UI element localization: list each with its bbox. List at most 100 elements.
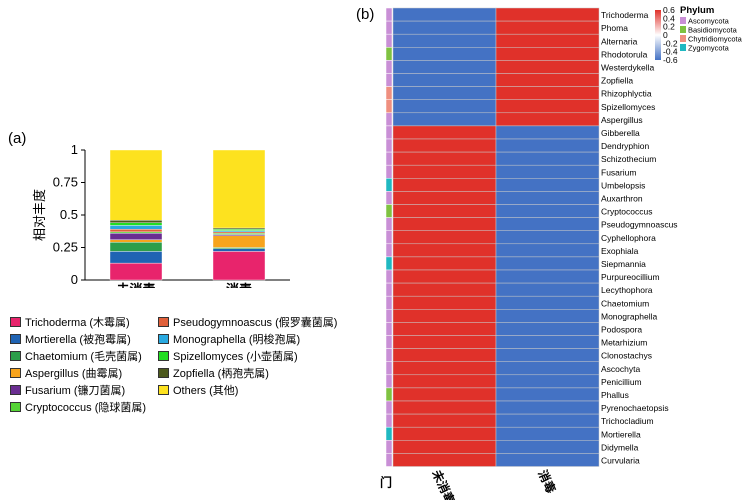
legend-item: Mortierella (被孢霉属) — [10, 331, 131, 347]
heatmap-cell — [392, 282, 497, 297]
bar-segment — [212, 248, 266, 252]
heatmap-cell — [495, 7, 600, 22]
heatmap-cell — [392, 20, 497, 35]
y-tick-label: 1 — [71, 142, 78, 157]
phylum-legend-label: Zygomycota — [688, 44, 730, 53]
phylum-cell — [385, 112, 393, 127]
legend-swatch — [10, 317, 21, 327]
heatmap-cell — [495, 138, 600, 153]
phylum-legend-swatch — [680, 17, 686, 24]
heatmap-cell — [392, 164, 497, 179]
legend-label: Chaetomium (毛壳菌属) — [25, 351, 142, 363]
legend-swatch — [10, 351, 21, 361]
legend-item: Chaetomium (毛壳菌属) — [10, 348, 142, 364]
row-label: Lecythophora — [601, 285, 653, 295]
legend-swatch — [158, 317, 169, 327]
heatmap-cell — [495, 112, 600, 127]
phylum-legend-swatch — [680, 44, 686, 51]
colorbar-tick-label: -0.2 — [663, 38, 678, 48]
colorbar — [655, 10, 661, 60]
heatmap-cell — [392, 204, 497, 218]
colorbar-tick-label: 0.4 — [663, 13, 675, 23]
row-label: Clonostachys — [601, 351, 652, 361]
phylum-cell — [385, 322, 393, 336]
y-tick-label: 0.25 — [53, 240, 78, 255]
heatmap-cell — [392, 125, 497, 140]
panel-a-label: (a) — [8, 130, 27, 147]
phylum-cell — [385, 125, 393, 140]
heatmap-cell — [392, 348, 497, 362]
phylum-legend-swatch — [680, 26, 686, 33]
heatmap-cell — [495, 453, 600, 467]
phylum-cell — [385, 256, 393, 271]
x-category-label: 消毒 — [226, 282, 252, 288]
phylum-cell — [385, 282, 393, 297]
colorbar-tick-label: 0.6 — [663, 5, 675, 15]
heatmap-cell — [392, 60, 497, 74]
phylum-cell — [385, 348, 393, 362]
row-label: Aspergillus — [601, 115, 643, 125]
legend-swatch — [158, 351, 169, 361]
phylum-cell — [385, 361, 393, 376]
heatmap-cell — [495, 164, 600, 179]
phylum-cell — [385, 86, 393, 100]
phylum-cell — [385, 400, 393, 415]
phylum-cell — [385, 243, 393, 258]
row-label: Gibberella — [601, 128, 640, 138]
colorbar-tick-label: -0.6 — [663, 55, 678, 65]
phylum-legend-label: Basidiomycota — [688, 26, 738, 35]
phylum-cell — [385, 413, 393, 428]
phylum-cell — [385, 73, 393, 87]
legend-swatch — [10, 385, 21, 395]
row-label: Curvularia — [601, 456, 640, 466]
phylum-legend-swatch — [680, 35, 686, 42]
phylum-cell — [385, 204, 393, 218]
heatmap-cell — [392, 440, 497, 454]
row-label: Westerdykella — [601, 63, 654, 73]
row-label: Siepmannia — [601, 259, 646, 269]
phylum-cell — [385, 217, 393, 231]
bar-segment — [109, 222, 163, 226]
heatmap-cell — [495, 33, 600, 48]
heatmap-cell — [495, 348, 600, 362]
legend-label: Fusarium (镰刀菌属) — [25, 385, 126, 397]
legend-label: Aspergillus (曲霉属) — [25, 368, 123, 380]
bar-segment — [212, 235, 266, 248]
panel-b-label: (b) — [356, 6, 375, 23]
legend-label: Spizellomyces (小壶菌属) — [173, 351, 298, 363]
bar-segment — [109, 239, 163, 243]
heatmap-cell — [392, 112, 497, 127]
heatmap-cell — [495, 295, 600, 310]
phylum-cell — [385, 178, 393, 192]
row-label: Phallus — [601, 390, 629, 400]
phylum-cell — [385, 7, 393, 22]
legend-item: Spizellomyces (小壶菌属) — [158, 348, 298, 364]
bar-segment — [109, 229, 163, 233]
legend-swatch — [10, 334, 21, 344]
row-label: Cryptococcus — [601, 207, 653, 217]
heatmap-cell — [392, 151, 497, 166]
heatmap-cell — [495, 387, 600, 402]
column-label: 未消毒 — [429, 467, 458, 500]
heatmap-cell — [495, 204, 600, 218]
heatmap-cell — [495, 269, 600, 284]
row-label: Schizothecium — [601, 154, 656, 164]
heatmap-cell — [495, 178, 600, 192]
phylum-cell — [385, 164, 393, 179]
heatmap-cell — [392, 335, 497, 349]
row-label: Rhizophlyctia — [601, 89, 652, 99]
heatmap-cell — [392, 256, 497, 271]
legend-label: Others (其他) — [173, 385, 239, 397]
phylum-cell — [385, 440, 393, 454]
phylum-legend-label: Chytridiomycota — [688, 35, 743, 44]
heatmap-cell — [495, 256, 600, 271]
legend-swatch — [10, 368, 21, 378]
heatmap-cell — [495, 400, 600, 415]
heatmap-cell — [392, 413, 497, 428]
legend-item: Others (其他) — [158, 382, 238, 398]
bar-segment — [109, 242, 163, 252]
phylum-cell — [385, 99, 393, 114]
row-label: Monographella — [601, 311, 658, 321]
heatmap-cell — [495, 20, 600, 35]
heatmap-cell — [495, 309, 600, 323]
